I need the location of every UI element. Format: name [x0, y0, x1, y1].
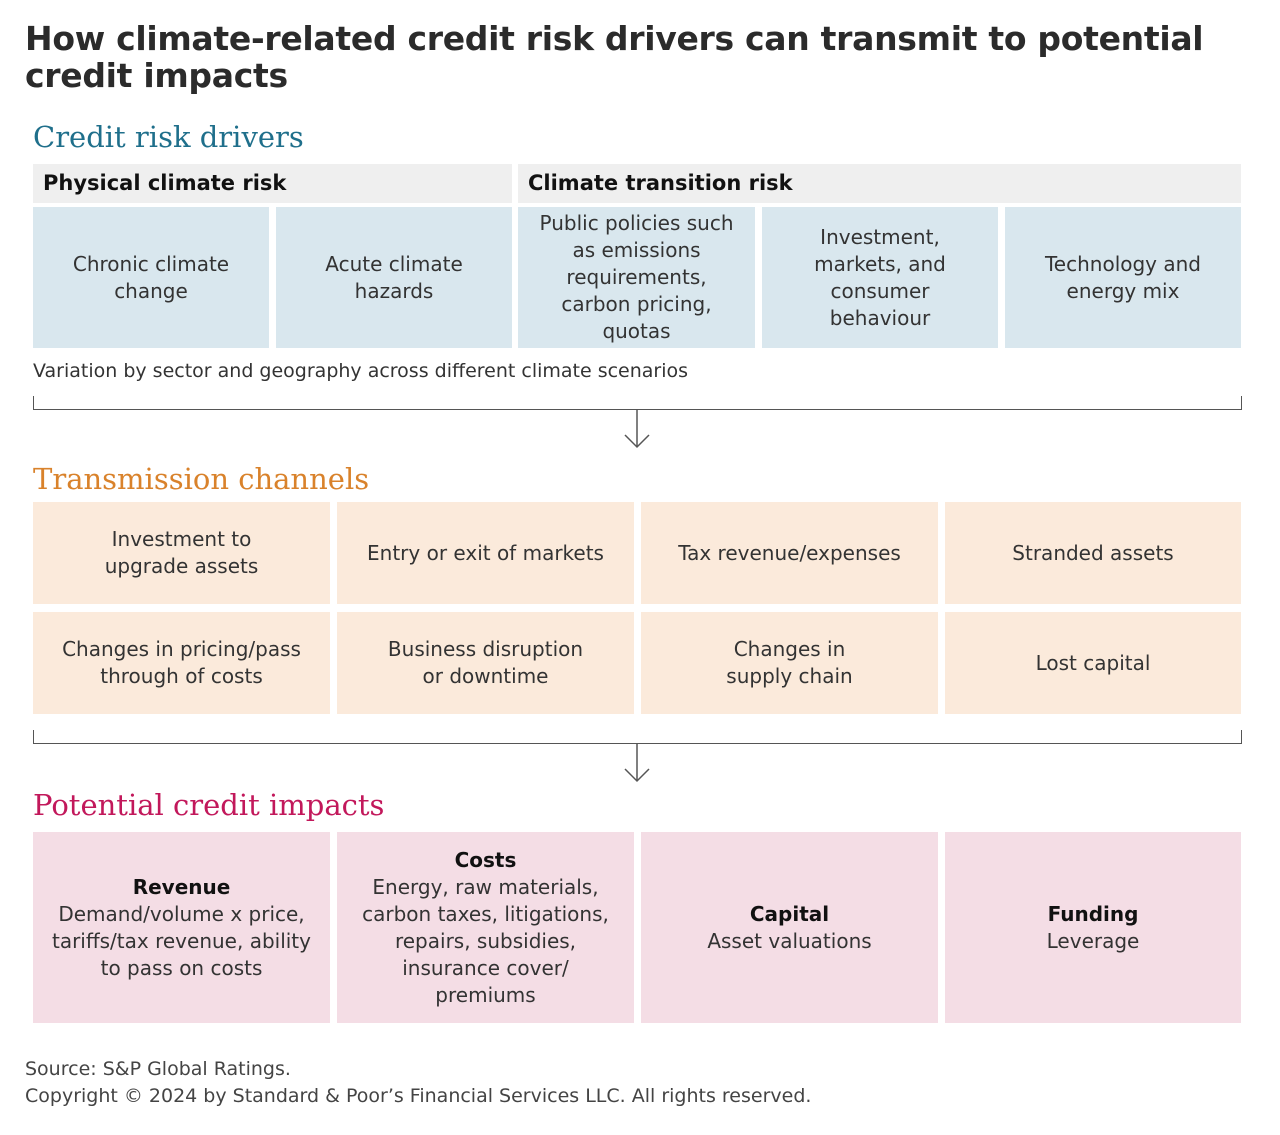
driver-technology-energy: Technology and energy mix: [1005, 207, 1241, 348]
source-note: Source: S&P Global Ratings.: [25, 1058, 291, 1080]
channel-label: Stranded assets: [1012, 540, 1174, 565]
transition-risk-header: Climate transition risk: [518, 164, 1241, 203]
channel-lost-capital: Lost capital: [945, 612, 1241, 714]
channel-tax-revenue: Tax revenue/expenses: [641, 502, 938, 604]
channel-label: Lost capital: [1035, 650, 1151, 675]
impact-title: Revenue: [132, 874, 231, 899]
channel-business-disruption: Business disruption or downtime: [337, 612, 634, 714]
channel-investment-upgrade: Investment to upgrade assets: [33, 502, 330, 604]
impacts-heading: Potential credit impacts: [33, 788, 385, 822]
channel-stranded-assets: Stranded assets: [945, 502, 1241, 604]
down-arrow-icon: [624, 409, 650, 449]
drivers-bracket: [33, 396, 1242, 410]
channel-label: Entry or exit of markets: [367, 540, 604, 565]
impact-funding: Funding Leverage: [945, 832, 1241, 1023]
impact-title: Costs: [454, 847, 517, 872]
driver-label: Investment, markets, and consumer behavi…: [814, 224, 946, 330]
channel-label: Changes in pricing/pass through of costs: [62, 637, 301, 688]
driver-label: Acute climate hazards: [325, 251, 463, 303]
channel-entry-exit-markets: Entry or exit of markets: [337, 502, 634, 604]
impact-description: Asset valuations: [707, 928, 872, 953]
impact-title: Capital: [749, 901, 830, 926]
impact-description: Demand/volume x price, tariffs/tax reven…: [51, 901, 311, 980]
driver-chronic-climate-change: Chronic climate change: [33, 207, 269, 348]
channel-label: Business disruption or downtime: [387, 637, 584, 688]
driver-public-policies: Public policies such as emissions requir…: [518, 207, 755, 348]
drivers-heading: Credit risk drivers: [33, 120, 304, 154]
channels-bracket: [33, 730, 1242, 744]
channel-supply-chain: Changes in supply chain: [641, 612, 938, 714]
physical-risk-header: Physical climate risk: [33, 164, 512, 203]
down-arrow-icon: [624, 743, 650, 783]
driver-label: Chronic climate change: [72, 251, 230, 303]
channel-label: Investment to upgrade assets: [104, 527, 259, 578]
impact-costs: Costs Energy, raw materials, carbon taxe…: [337, 832, 634, 1023]
driver-acute-climate-hazards: Acute climate hazards: [276, 207, 512, 348]
copyright-note: Copyright © 2024 by Standard & Poor’s Fi…: [25, 1085, 812, 1107]
channel-pricing-pass-through: Changes in pricing/pass through of costs: [33, 612, 330, 714]
channels-heading: Transmission channels: [33, 462, 370, 496]
impact-description: Energy, raw materials, carbon taxes, lit…: [362, 874, 609, 1007]
impact-revenue: Revenue Demand/volume x price, tariffs/t…: [33, 832, 330, 1023]
page-title: How climate-related credit risk drivers …: [25, 19, 1204, 95]
variation-caption: Variation by sector and geography across…: [33, 360, 689, 382]
channel-label: Tax revenue/expenses: [678, 540, 901, 565]
driver-investment-markets: Investment, markets, and consumer behavi…: [762, 207, 998, 348]
impact-capital: Capital Asset valuations: [641, 832, 938, 1023]
driver-label: Public policies such as emissions requir…: [539, 211, 734, 343]
impact-title: Funding: [1047, 901, 1139, 926]
impact-description: Leverage: [1046, 928, 1140, 953]
channel-label: Changes in supply chain: [726, 637, 853, 688]
driver-label: Technology and energy mix: [1044, 251, 1201, 303]
